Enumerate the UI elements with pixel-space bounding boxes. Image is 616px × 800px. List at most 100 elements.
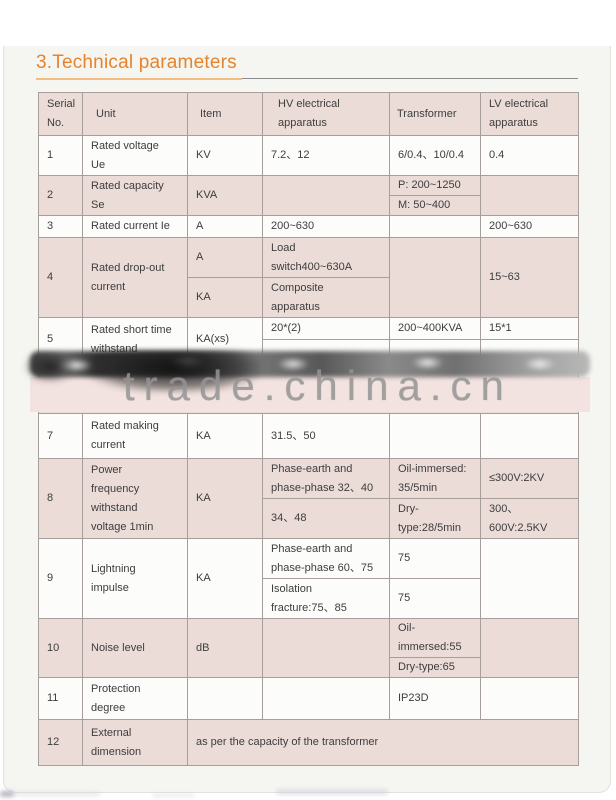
cell-hv: 7.2、12 — [262, 135, 390, 176]
cell-lv-empty — [480, 339, 579, 362]
row-12: 12 External dimension as per the capacit… — [38, 719, 579, 766]
cell-unit: Rated drop-out current — [82, 237, 188, 318]
cell-transformer-sub2: Dry-type:65 — [389, 657, 481, 678]
cell-transformer-sub1: Oil-immersed: 35/5min — [389, 458, 481, 499]
cell-item: A — [187, 215, 263, 238]
cell-serial: 11 — [38, 677, 83, 720]
cell-serial: 9 — [38, 538, 83, 619]
cell-item: dB — [187, 618, 263, 678]
technical-parameters-table: Serial No. Unit Item HV electrical appar… — [38, 92, 579, 766]
cell-item: KVA — [187, 175, 263, 216]
cell-hv-sub1: Load switch400~630A — [262, 237, 390, 278]
row-4b: KA Composite apparatus — [39, 277, 579, 318]
cell-hv-sub2: 34、48 — [262, 498, 390, 539]
cell-unit: Noise level — [82, 618, 188, 678]
cell-transformer-sub2: 75 — [389, 578, 481, 619]
row-9a: 9 Lightning impulse KA Phase-earth and p… — [38, 538, 579, 619]
bottom-smudge — [0, 791, 14, 797]
bottom-smudge — [276, 789, 388, 795]
cell-hv-sub2: Isolation fracture:75、85 — [262, 578, 390, 619]
cell-unit: Rated short time withstand — [82, 317, 188, 362]
cell-transformer-sub1: Oil-immersed:55 — [389, 618, 481, 658]
cell-hv-empty — [262, 175, 390, 216]
cell-unit: Rated making current — [82, 413, 188, 459]
cell-hv-empty — [262, 677, 390, 720]
cell-serial: 2 — [38, 175, 83, 216]
row-11: 11 Protection degree IP23D — [38, 677, 579, 720]
row-9b: Isolation fracture:75、85 75 — [39, 578, 579, 619]
cell-transformer-empty — [389, 413, 481, 459]
cell-transformer-sub2: Dry-type:28/5min — [389, 498, 481, 539]
cell-merged-note: as per the capacity of the transformer — [187, 719, 579, 766]
row-8b: 34、48 Dry-type:28/5min 300、600V:2.5KV — [39, 498, 579, 539]
bottom-smudge — [152, 794, 194, 797]
cell-item-sub2: KA — [187, 277, 263, 318]
header-hv-apparatus: HV electrical apparatus — [262, 92, 390, 136]
title-underline-gray — [242, 78, 578, 79]
cell-item: KA(xs) — [187, 317, 263, 362]
row-3: 3 Rated current Ie A 200~630 200~630 — [38, 215, 579, 238]
cell-transformer-sub1: 75 — [389, 538, 481, 579]
cell-lv-sub1: ≤300V:2KV — [480, 458, 579, 499]
cell-item: KA — [187, 458, 263, 539]
row-2b: M: 50~400 — [39, 195, 579, 216]
cell-serial: 8 — [38, 458, 83, 539]
cell-item: KA — [187, 413, 263, 459]
cell-transformer-sub2: M: 50~400 — [389, 195, 481, 216]
cell-unit: Rated voltage Ue — [82, 135, 188, 176]
row-6-obscured — [38, 361, 579, 414]
cell-lv-sub2: 300、600V:2.5KV — [480, 498, 579, 539]
cell-transformer-empty — [389, 237, 481, 318]
cell-serial: 7 — [38, 413, 83, 459]
cell-hv-sub1: Phase-earth and phase-phase 32、40 — [262, 458, 390, 499]
cell-lv: 0.4 — [480, 135, 579, 176]
cell-serial: 3 — [38, 215, 83, 238]
cell-unit: Protection degree — [82, 677, 188, 720]
cell-transformer-sub1: 200~400KVA — [389, 317, 481, 340]
cell-item-sub1: A — [187, 237, 263, 278]
cell-item: KA — [187, 538, 263, 619]
cell-transformer: 6/0.4、10/0.4 — [389, 135, 481, 176]
cell-lv: 200~630 — [480, 215, 579, 238]
cell-unit: Power frequency withstand voltage 1min — [82, 458, 188, 539]
cell-serial: 12 — [38, 719, 83, 766]
row-8a: 8 Power frequency withstand voltage 1min… — [38, 458, 579, 539]
cell-serial: 5 — [38, 317, 83, 362]
page-title: 3.Technical parameters — [36, 52, 237, 73]
header-transformer: Transformer — [389, 92, 481, 136]
cell-item: KV — [187, 135, 263, 176]
cell-lv: 15~63 — [480, 237, 579, 318]
cell-transformer-sub1: P: 200~1250 — [389, 175, 481, 196]
cell-unit: Rated capacity Se — [82, 175, 188, 216]
cell-serial: 1 — [38, 135, 83, 176]
cell-obscured-by-watermark — [38, 361, 579, 414]
header-unit: Unit — [82, 92, 188, 136]
header-lv-apparatus: LV electrical apparatus — [480, 92, 579, 136]
cell-transformer: IP23D — [389, 677, 481, 720]
cell-lv-empty — [480, 677, 579, 720]
cell-hv-sub2: Composite apparatus — [262, 277, 390, 318]
cell-unit: External dimension — [82, 719, 188, 766]
row-2a: 2 Rated capacity Se KVA P: 200~1250 — [38, 175, 579, 216]
title-underline-orange — [36, 78, 242, 80]
cell-hv: 200~630 — [262, 215, 390, 238]
row-5a: 5 Rated short time withstand KA(xs) 20*(… — [38, 317, 579, 362]
cell-lv-empty — [480, 175, 579, 216]
cell-lv-empty — [480, 538, 579, 619]
cell-serial: 10 — [38, 618, 83, 678]
header-serial: Serial No. — [38, 92, 83, 136]
row-4a: 4 Rated drop-out current A Load switch40… — [38, 237, 579, 318]
cell-item-empty — [187, 677, 263, 720]
cell-lv-sub1: 15*1 — [480, 317, 579, 340]
cell-hv: 31.5、50 — [262, 413, 390, 459]
cell-hv-sub1: Phase-earth and phase-phase 60、75 — [262, 538, 390, 579]
header-item: Item — [187, 92, 263, 136]
cell-lv-empty — [480, 618, 579, 678]
bottom-smudge — [0, 792, 100, 796]
row-10a: 10 Noise level dB Oil-immersed:55 — [38, 618, 579, 678]
cell-hv-sub1: 20*(2) — [262, 317, 390, 340]
cell-transformer-empty — [389, 339, 481, 362]
cell-unit: Rated current Ie — [82, 215, 188, 238]
row-7: 7 Rated making current KA 31.5、50 — [38, 413, 579, 459]
